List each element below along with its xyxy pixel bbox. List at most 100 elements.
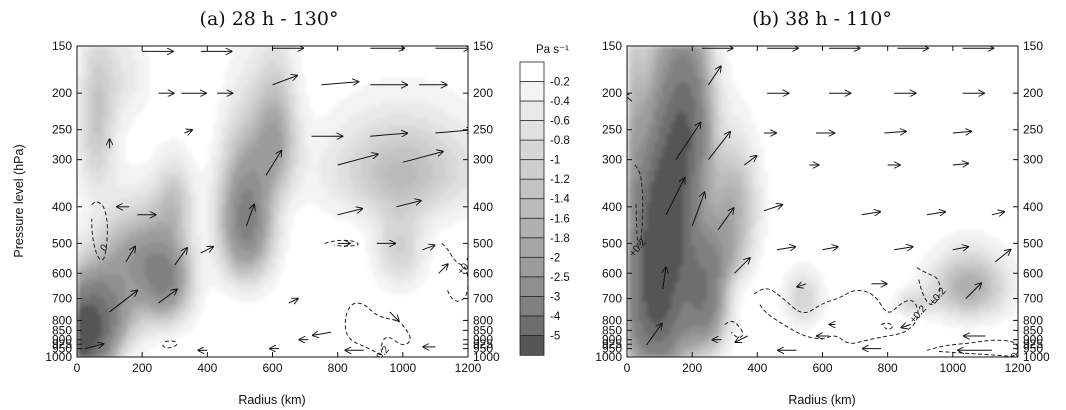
field-cell — [429, 126, 434, 131]
field-cell — [269, 126, 274, 131]
field-cell — [241, 294, 246, 299]
field-cell — [173, 178, 178, 183]
field-cell — [145, 214, 150, 219]
field-cell — [193, 222, 198, 227]
field-cell — [273, 214, 278, 219]
field-cell — [141, 314, 146, 319]
field-cell — [397, 130, 402, 135]
field-cell — [289, 94, 294, 99]
field-cell — [181, 222, 186, 227]
field-cell — [229, 194, 234, 199]
field-cell — [393, 150, 398, 155]
field-cell — [313, 190, 318, 195]
field-cell — [133, 94, 138, 99]
field-cell — [121, 310, 126, 315]
field-cell — [117, 86, 122, 91]
field-cell — [257, 162, 262, 167]
field-cell — [113, 338, 118, 343]
field-cell — [77, 298, 82, 303]
field-cell — [281, 146, 286, 151]
field-cell — [137, 350, 142, 355]
field-cell — [405, 86, 410, 91]
field-cell — [345, 142, 350, 147]
field-cell — [125, 210, 130, 215]
field-cell — [133, 90, 138, 95]
field-cell — [221, 142, 226, 147]
field-cell — [373, 86, 378, 91]
field-cell — [97, 322, 102, 327]
field-cell — [93, 262, 98, 267]
field-cell — [141, 214, 146, 219]
field-cell — [181, 254, 186, 259]
field-cell — [409, 166, 414, 171]
field-cell — [273, 174, 278, 179]
field-cell — [309, 158, 314, 163]
field-cell — [413, 182, 418, 187]
field-cell — [217, 282, 222, 287]
field-cell — [81, 66, 86, 71]
field-cell — [189, 250, 194, 255]
panel-a-wind-vectors — [84, 48, 468, 350]
field-cell — [281, 250, 286, 255]
field-cell — [225, 82, 230, 87]
field-cell — [149, 282, 154, 287]
field-cell — [381, 218, 386, 223]
field-cell — [109, 170, 114, 175]
field-cell — [369, 186, 374, 191]
field-cell — [257, 178, 262, 183]
field-cell — [249, 66, 254, 71]
field-cell — [321, 202, 326, 207]
field-cell — [249, 198, 254, 203]
field-cell — [205, 230, 210, 235]
field-cell — [137, 258, 142, 263]
field-cell — [285, 162, 290, 167]
field-cell — [401, 250, 406, 255]
y-tick-label: 150 — [52, 39, 72, 53]
field-cell — [453, 154, 458, 159]
field-cell — [133, 354, 138, 357]
field-cell — [253, 50, 258, 55]
field-cell — [237, 198, 242, 203]
field-cell — [165, 322, 170, 327]
field-cell — [141, 246, 146, 251]
field-cell — [325, 126, 330, 131]
field-cell — [409, 150, 414, 155]
field-cell — [425, 158, 430, 163]
field-cell — [81, 78, 86, 83]
field-cell — [449, 186, 454, 191]
field-cell — [181, 142, 186, 147]
field-cell — [257, 118, 262, 123]
field-cell — [245, 114, 250, 119]
field-cell — [393, 162, 398, 167]
field-cell — [397, 290, 402, 295]
field-cell — [177, 230, 182, 235]
field-cell — [97, 278, 102, 283]
field-cell — [289, 166, 294, 171]
field-cell — [429, 154, 434, 159]
field-cell — [101, 66, 106, 71]
field-cell — [377, 126, 382, 131]
field-cell — [285, 186, 290, 191]
field-cell — [225, 186, 230, 191]
field-cell — [181, 146, 186, 151]
field-cell — [93, 214, 98, 219]
field-cell — [433, 110, 438, 115]
field-cell — [109, 302, 114, 307]
field-cell — [357, 122, 362, 127]
field-cell — [301, 98, 306, 103]
field-cell — [465, 170, 468, 175]
field-cell — [181, 242, 186, 247]
field-cell — [233, 214, 238, 219]
field-cell — [429, 146, 434, 151]
field-cell — [217, 138, 222, 143]
field-cell — [81, 186, 86, 191]
field-cell — [141, 210, 146, 215]
field-cell — [441, 158, 446, 163]
field-cell — [205, 162, 210, 167]
field-cell — [357, 194, 362, 199]
field-cell — [89, 162, 94, 167]
field-cell — [129, 202, 134, 207]
field-cell — [461, 150, 466, 155]
field-cell — [121, 74, 126, 79]
field-cell — [337, 214, 342, 219]
